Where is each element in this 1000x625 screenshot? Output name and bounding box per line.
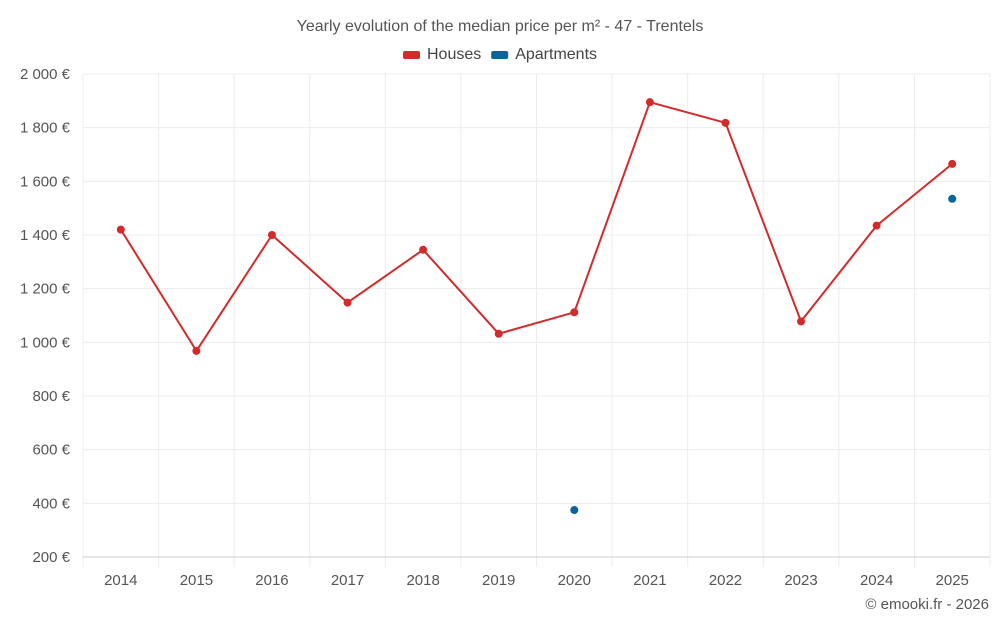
houses-point [343, 298, 352, 307]
houses-series [116, 98, 957, 355]
legend-item-apartments: Apartments [491, 46, 597, 63]
x-tick-label: 2020 [558, 572, 591, 589]
houses-point [872, 221, 881, 230]
y-tick-label: 1 600 € [20, 173, 71, 190]
x-tick-label: 2017 [331, 572, 364, 589]
houses-line [119, 101, 953, 352]
x-tick-label: 2024 [860, 572, 893, 589]
x-tick-label: 2023 [784, 572, 817, 589]
y-tick-label: 1 400 € [20, 227, 71, 244]
houses-point [267, 231, 276, 239]
houses-point [948, 159, 957, 168]
y-tick-label: 2 000 € [20, 66, 71, 83]
y-tick-label: 1 000 € [20, 334, 71, 351]
x-tick-label: 2022 [709, 572, 742, 589]
x-axis: 2014 2015 2016 2017 2018 2019 2020 2021 2022 2023… [104, 572, 969, 589]
houses-point [721, 118, 730, 127]
grid [82, 73, 991, 567]
y-tick-label: 600 € [32, 442, 70, 459]
y-axis: 200 € 400 € 600 € 800 € 1 000 € 1 200 € 1 400 … [20, 66, 71, 566]
legend-swatch-apartments [491, 51, 509, 59]
legend-label-apartments: Apartments [515, 46, 597, 63]
apartments-point [570, 506, 579, 515]
legend-label-houses: Houses [427, 46, 481, 63]
y-tick-label: 1 200 € [20, 281, 71, 298]
houses-point [116, 225, 125, 234]
legend-swatch-houses [403, 51, 420, 59]
series-layer [116, 98, 957, 515]
credit-text: © emooki.fr - 2026 [865, 596, 989, 613]
x-tick-label: 2016 [255, 572, 288, 589]
y-tick-label: 200 € [32, 549, 70, 566]
legend: Houses Apartments [403, 46, 597, 63]
houses-point [570, 308, 579, 317]
y-tick-label: 400 € [32, 495, 70, 512]
apartments-series [570, 194, 957, 515]
x-tick-label: 2019 [482, 572, 515, 589]
y-tick-label: 800 € [32, 388, 70, 405]
x-tick-label: 2018 [406, 572, 439, 589]
y-tick-label: 1 800 € [20, 120, 71, 137]
houses-point [419, 245, 428, 254]
x-tick-label: 2021 [633, 572, 666, 589]
legend-item-houses: Houses [403, 46, 481, 63]
houses-point [192, 346, 201, 355]
x-tick-label: 2025 [936, 572, 969, 589]
apartments-point [948, 194, 957, 203]
x-tick-label: 2015 [180, 572, 213, 589]
houses-point [494, 329, 503, 338]
x-tick-label: 2014 [104, 572, 137, 589]
houses-point [645, 98, 654, 107]
houses-point [797, 317, 806, 326]
chart-title: Yearly evolution of the median price per… [297, 18, 704, 35]
